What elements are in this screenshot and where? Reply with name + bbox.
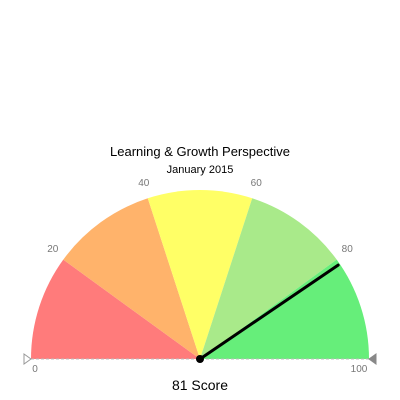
gauge-band-4 (200, 259, 369, 359)
chart-title: Learning & Growth Perspective (110, 144, 290, 159)
gauge-tick-labels: 0 20 40 60 80 100 (32, 178, 368, 375)
tick-label-0: 0 (32, 364, 38, 375)
max-marker-icon (368, 353, 377, 365)
score-label: 81 Score (172, 377, 228, 393)
tick-label-80: 80 (342, 244, 354, 255)
gauge-band-2 (147, 190, 253, 359)
gauge-bands (31, 190, 369, 359)
gauge-band-0 (31, 259, 200, 359)
gauge-needle (198, 263, 340, 361)
min-marker-icon (23, 353, 32, 365)
tick-label-60: 60 (251, 178, 263, 189)
tick-label-100: 100 (351, 364, 368, 375)
gauge-band-1 (63, 198, 201, 359)
needle-pivot (196, 355, 204, 363)
tick-label-20: 20 (47, 244, 59, 255)
tick-label-40: 40 (138, 178, 150, 189)
chart-subtitle: January 2015 (167, 164, 234, 176)
gauge-band-3 (200, 198, 337, 359)
